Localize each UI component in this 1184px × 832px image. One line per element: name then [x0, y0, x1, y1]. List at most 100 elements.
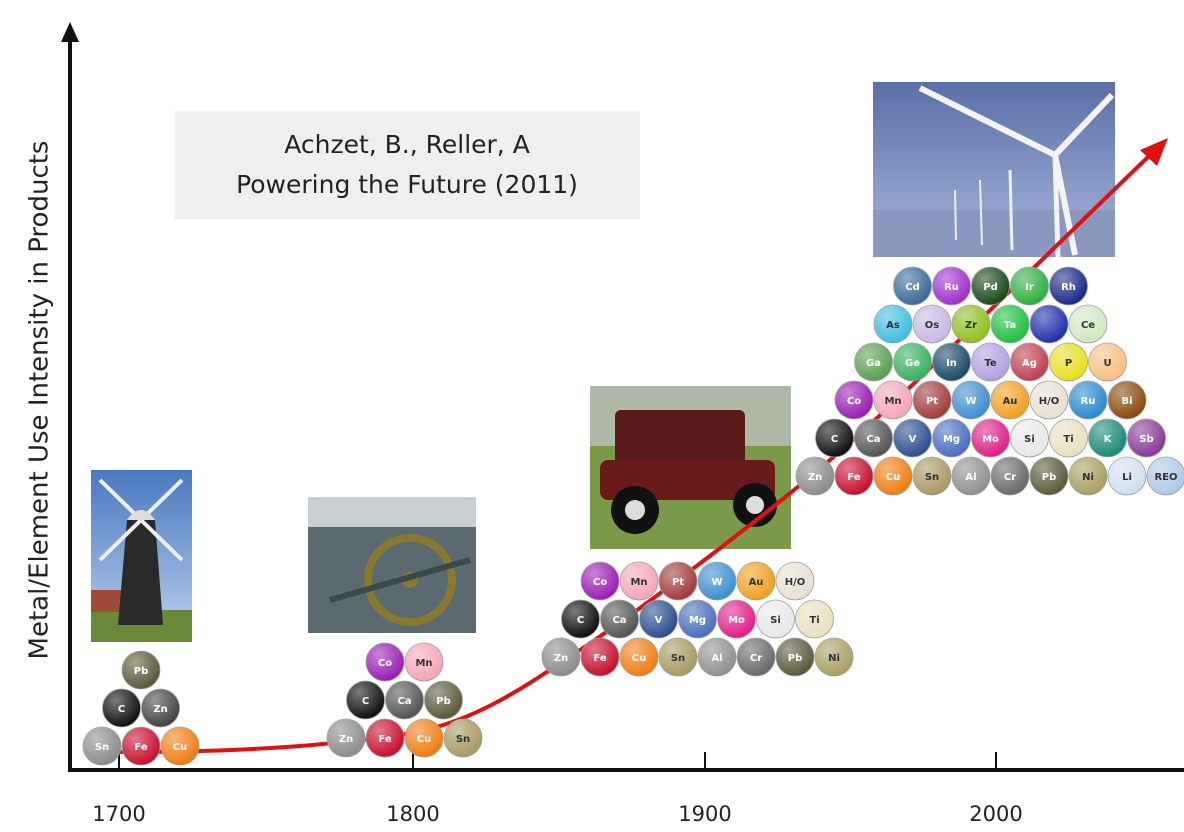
- element-shine: [346, 681, 385, 719]
- element-symbol: In: [946, 358, 957, 369]
- element-shine: [874, 305, 912, 343]
- element-shine: [776, 638, 814, 676]
- element-shine: [815, 638, 853, 676]
- element-shine: [1030, 457, 1068, 495]
- element-symbol: Sn: [671, 653, 685, 664]
- element-symbol: Zn: [554, 653, 568, 664]
- element-symbol: Sb: [1139, 434, 1153, 445]
- element-shine: [835, 457, 873, 495]
- element-symbol: Pd: [983, 282, 998, 293]
- element-shine: [405, 643, 443, 681]
- citation-line: Achzet, B., Reller, A: [284, 130, 530, 159]
- element-shine: [796, 457, 834, 495]
- y-axis-label: Metal/Element Use Intensity in Products: [25, 141, 55, 660]
- element-shine: [122, 727, 160, 765]
- element-symbol: Ca: [612, 615, 626, 626]
- element-shine: [1108, 381, 1146, 419]
- element-shine: [1147, 457, 1184, 495]
- element-symbol: H/O: [785, 577, 806, 588]
- element-shine: [141, 689, 180, 727]
- element-symbol: Cr: [750, 653, 762, 664]
- element-symbol: W: [965, 396, 976, 407]
- element-shine: [893, 267, 932, 305]
- element-symbol: Pb: [436, 696, 451, 707]
- element-symbol: REO: [1154, 472, 1177, 483]
- element-shine: [854, 343, 893, 381]
- element-symbol: Co: [593, 577, 607, 588]
- element-shine: [991, 457, 1029, 495]
- element-shine: [874, 381, 912, 419]
- element-symbol: Mo: [982, 434, 999, 445]
- y-axis-arrow: [61, 22, 79, 42]
- element-symbol: Co: [378, 658, 392, 669]
- element-symbol: Zn: [153, 704, 167, 715]
- element-symbol: Ta: [1004, 320, 1016, 331]
- element-shine: [932, 343, 971, 381]
- element-symbol: Zn: [339, 734, 353, 745]
- element-shine: [122, 651, 160, 689]
- engine-photo: [308, 497, 476, 633]
- element-shine: [581, 638, 619, 676]
- element-shine: [444, 719, 482, 757]
- element-shine: [913, 457, 951, 495]
- element-shine: [952, 305, 990, 343]
- element-symbol: Si: [1024, 434, 1035, 445]
- element-symbol: Cu: [417, 734, 431, 745]
- element-symbol: Co: [847, 396, 861, 407]
- element-shine: [659, 562, 697, 600]
- element-shine: [1049, 419, 1088, 457]
- element-shine: [776, 562, 814, 600]
- x-tick-label: 1700: [92, 802, 145, 826]
- element-shine: [581, 562, 619, 600]
- element-symbol: Ca: [866, 434, 880, 445]
- element-shine: [756, 600, 795, 638]
- element-shine: [1010, 267, 1049, 305]
- element-shine: [854, 419, 893, 457]
- element-shine: [83, 727, 121, 765]
- element-shine: [1030, 305, 1068, 343]
- element-shine: [952, 381, 990, 419]
- element-symbol: Ag: [1022, 358, 1037, 369]
- element-symbol: Ru: [944, 282, 959, 293]
- element-symbol: K: [1104, 434, 1113, 445]
- element-symbol: Zr: [965, 320, 977, 331]
- element-symbol: C: [577, 615, 584, 626]
- element-symbol: V: [909, 434, 917, 445]
- element-shine: [1049, 343, 1088, 381]
- element-shine: [737, 562, 775, 600]
- car-photo: [590, 386, 791, 549]
- element-symbol: Pb: [1042, 472, 1057, 483]
- citation-line: Powering the Future (2011): [236, 170, 578, 199]
- element-symbol: Pb: [134, 666, 149, 677]
- element-symbol: Cr: [1004, 472, 1016, 483]
- element-shine: [698, 562, 736, 600]
- element-shine: [678, 600, 717, 638]
- element-shine: [737, 638, 775, 676]
- element-shine: [698, 638, 736, 676]
- element-shine: [971, 343, 1010, 381]
- element-symbol: Sn: [925, 472, 939, 483]
- element-shine: [1127, 419, 1166, 457]
- element-symbol: V: [655, 615, 663, 626]
- element-symbol: Cd: [905, 282, 920, 293]
- element-symbol: Fe: [134, 742, 147, 753]
- x-tick-label: 1900: [678, 802, 731, 826]
- element-shine: [991, 381, 1029, 419]
- element-symbol: Ca: [397, 696, 411, 707]
- element-shine: [913, 305, 951, 343]
- element-symbol: Fe: [593, 653, 606, 664]
- trend-arrow: [1140, 138, 1168, 166]
- element-symbol: Mn: [630, 577, 647, 588]
- element-shine: [385, 681, 424, 719]
- element-shine: [717, 600, 756, 638]
- element-symbol: Mg: [943, 434, 960, 445]
- element-shine: [1088, 343, 1127, 381]
- element-shine: [424, 681, 463, 719]
- element-symbol: Rh: [1061, 282, 1076, 293]
- element-shine: [620, 638, 658, 676]
- element-symbol: Bi: [1121, 396, 1132, 407]
- element-shine: [1010, 343, 1049, 381]
- element-shine: [991, 305, 1029, 343]
- element-symbol: Sn: [95, 742, 109, 753]
- citation-box: [175, 111, 640, 219]
